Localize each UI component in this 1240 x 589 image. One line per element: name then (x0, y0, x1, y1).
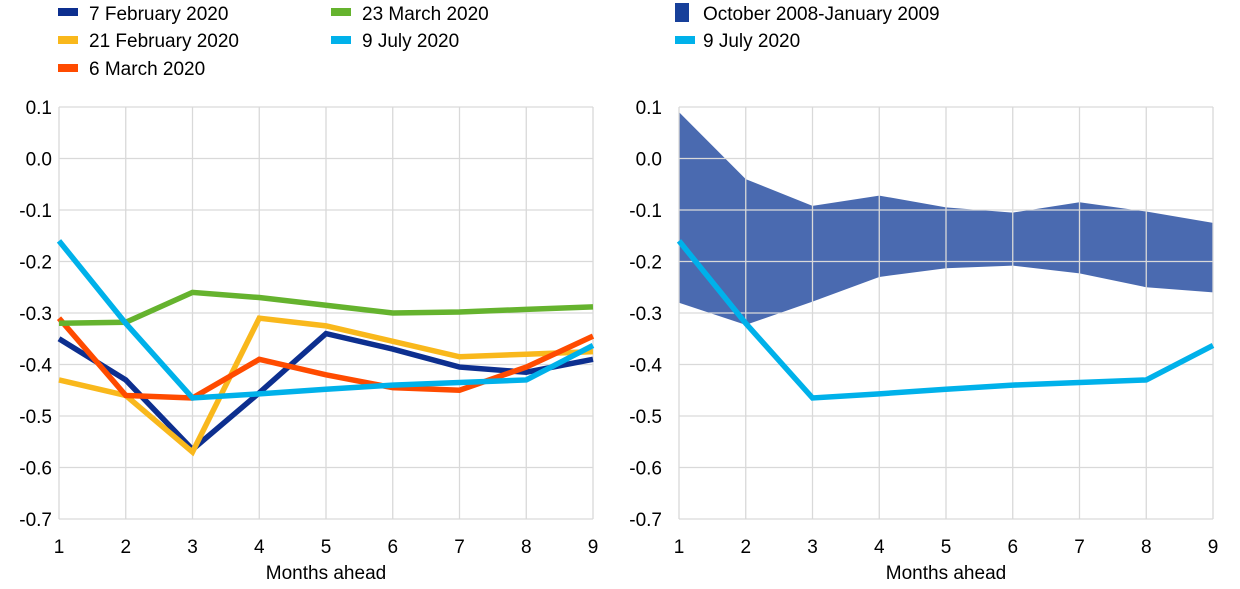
x-tick-label: 5 (321, 537, 332, 558)
y-tick-label: -0.6 (19, 459, 52, 480)
right-plot: 0.1 0.0 -0.1 -0.2 -0.3 -0.4 -0.5 -0.6 -0.7 1 2 3 4 5… (629, 98, 1218, 584)
x-tick-label: 2 (740, 537, 751, 558)
legend-label-9-july-2020-left: 9 July 2020 (362, 31, 459, 52)
y-tick-label: 0.0 (636, 150, 662, 171)
y-tick-label: -0.2 (629, 253, 662, 274)
left-series-lines (56, 239, 595, 457)
legend-label-9-july-2020-right: 9 July 2020 (703, 31, 800, 52)
left-y-tick-labels: 0.1 0.0 -0.1 -0.2 -0.3 -0.4 -0.5 -0.6 -0.7 (19, 98, 52, 531)
x-tick-label: 9 (588, 537, 599, 558)
y-tick-label: -0.7 (19, 510, 52, 531)
y-tick-label: -0.2 (19, 253, 52, 274)
y-tick-label: -0.5 (629, 407, 662, 428)
left-x-axis-title: Months ahead (266, 563, 386, 584)
x-tick-label: 6 (387, 537, 398, 558)
series-line-23-march-2020 (58, 289, 594, 327)
x-tick-label: 6 (1007, 537, 1018, 558)
y-tick-label: -0.4 (629, 356, 662, 377)
series-line-9-july-2020 (676, 239, 1215, 401)
y-tick-label: -0.7 (629, 510, 662, 531)
x-tick-label: 7 (454, 537, 465, 558)
legend-label-7-february-2020: 7 February 2020 (89, 4, 228, 25)
x-tick-label: 9 (1208, 537, 1219, 558)
right-y-tick-labels: 0.1 0.0 -0.1 -0.2 -0.3 -0.4 -0.5 -0.6 -0.7 (629, 98, 662, 531)
x-tick-label: 1 (54, 537, 65, 558)
right-gridlines (678, 106, 1214, 520)
legend-swatch-21-february-2020 (58, 36, 78, 44)
x-tick-label: 8 (1141, 537, 1152, 558)
right-x-axis-title: Months ahead (886, 563, 1006, 584)
right-x-tick-labels: 1 2 3 4 5 6 7 8 9 (674, 537, 1219, 558)
legend-swatch-9-july-2020-right (675, 36, 695, 44)
legend-label-23-march-2020: 23 March 2020 (362, 4, 489, 25)
legend-label-6-march-2020: 6 March 2020 (89, 59, 205, 80)
legend-label-october-2008-january-2009: October 2008-January 2009 (703, 4, 940, 25)
x-tick-label: 5 (941, 537, 952, 558)
legend-swatch-7-february-2020 (58, 8, 78, 16)
y-tick-label: -0.6 (629, 459, 662, 480)
x-tick-label: 1 (674, 537, 685, 558)
y-tick-label: -0.5 (19, 407, 52, 428)
legend-swatch-9-july-2020-left (331, 36, 351, 44)
left-gridlines (58, 106, 594, 520)
x-tick-label: 3 (807, 537, 818, 558)
y-tick-label: -0.4 (19, 356, 52, 377)
right-series-lines (676, 239, 1215, 401)
legend-label-21-february-2020: 21 February 2020 (89, 31, 239, 52)
y-tick-label: -0.1 (629, 201, 662, 222)
y-tick-label: 0.1 (26, 98, 52, 119)
series-line-6-march-2020 (56, 316, 595, 401)
y-tick-label: 0.1 (636, 98, 662, 119)
x-tick-label: 8 (521, 537, 532, 558)
x-tick-label: 7 (1074, 537, 1085, 558)
legend-swatch-october-2008-january-2009 (675, 3, 689, 22)
left-legend: 7 February 2020 21 February 2020 6 March… (58, 4, 489, 80)
y-tick-label: -0.3 (19, 304, 52, 325)
left-plot: 0.1 0.0 -0.1 -0.2 -0.3 -0.4 -0.5 -0.6 -0.7 1 2 3 4 5… (19, 98, 598, 584)
left-x-tick-labels: 1 2 3 4 5 6 7 8 9 (54, 537, 599, 558)
legend-swatch-23-march-2020 (331, 8, 351, 16)
series-line-21-february-2020 (58, 315, 594, 457)
x-tick-label: 3 (187, 537, 198, 558)
x-tick-label: 4 (874, 537, 885, 558)
y-tick-label: -0.1 (19, 201, 52, 222)
y-tick-label: 0.0 (26, 150, 52, 171)
x-tick-label: 4 (254, 537, 265, 558)
series-line-9-july-2020 (56, 239, 595, 401)
series-line-7-february-2020 (57, 330, 594, 454)
x-tick-label: 2 (120, 537, 131, 558)
right-legend: October 2008-January 2009 9 July 2020 (675, 3, 940, 52)
legend-swatch-6-march-2020 (58, 64, 78, 72)
y-tick-label: -0.3 (629, 304, 662, 325)
